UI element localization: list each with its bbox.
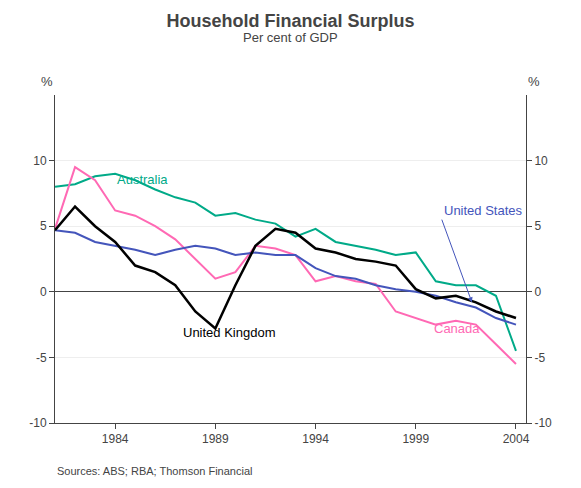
svg-text:-5: -5 [36,351,47,365]
svg-text:Canada: Canada [434,321,480,336]
svg-text:Per cent of GDP: Per cent of GDP [243,30,338,45]
svg-text:-10: -10 [534,416,552,430]
svg-text:Sources: ABS; RBA; Thomson Fin: Sources: ABS; RBA; Thomson Financial [57,465,252,477]
svg-text:%: % [41,74,53,89]
svg-text:1994: 1994 [302,432,329,446]
svg-text:10: 10 [33,154,47,168]
svg-text:5: 5 [40,219,47,233]
svg-text:0: 0 [534,285,541,299]
svg-text:5: 5 [534,219,541,233]
svg-text:1989: 1989 [202,432,229,446]
svg-text:0: 0 [40,285,47,299]
svg-text:Household Financial Surplus: Household Financial Surplus [166,11,414,31]
svg-text:-5: -5 [534,351,545,365]
svg-text:10: 10 [534,154,548,168]
svg-text:Australia: Australia [117,172,168,187]
svg-text:-10: -10 [29,416,47,430]
svg-text:1999: 1999 [402,432,429,446]
svg-text:United States: United States [444,203,523,218]
svg-text:United Kingdom: United Kingdom [183,325,276,340]
svg-text:1984: 1984 [102,432,129,446]
svg-text:%: % [528,74,540,89]
svg-text:2004: 2004 [503,432,530,446]
